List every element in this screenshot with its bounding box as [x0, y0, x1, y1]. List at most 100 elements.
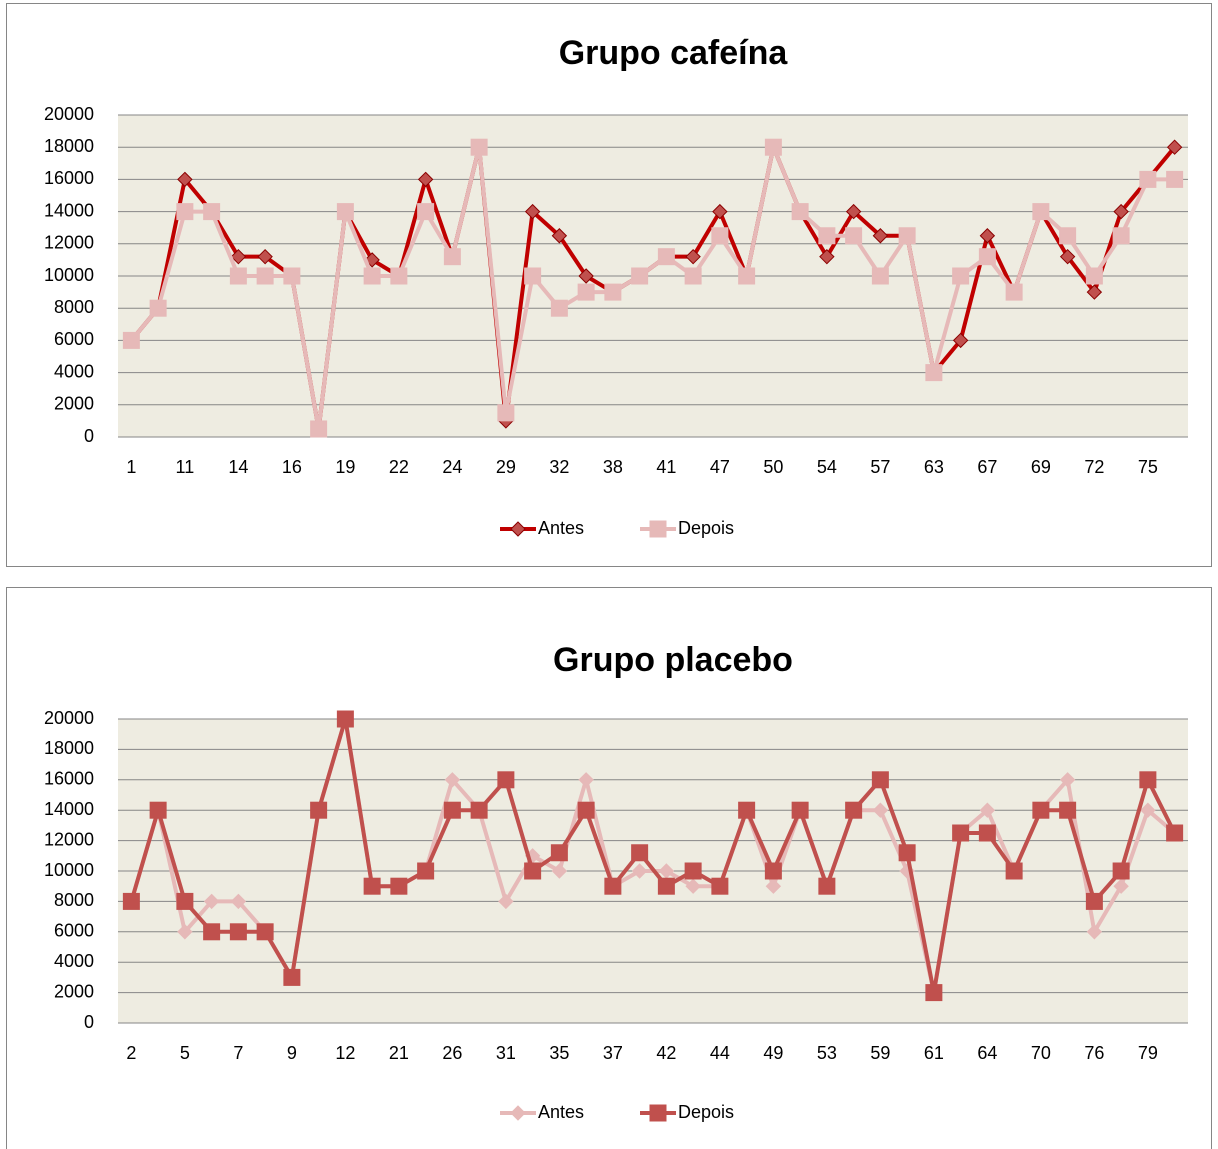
data-point — [283, 267, 301, 285]
y-tick-label: 10000 — [44, 265, 94, 285]
data-point — [872, 802, 889, 818]
data-point — [122, 331, 140, 349]
y-tick-label: 4000 — [54, 951, 94, 971]
data-point — [684, 862, 702, 880]
data-point — [149, 801, 167, 819]
data-point — [577, 283, 595, 301]
data-point — [845, 203, 862, 220]
data-point — [550, 844, 568, 862]
y-tick-label: 20000 — [44, 708, 94, 728]
data-point — [1113, 203, 1129, 220]
x-tick-label: 61 — [924, 1043, 944, 1063]
data-point — [738, 267, 756, 285]
data-point — [390, 267, 408, 285]
data-point — [764, 862, 782, 880]
data-point — [524, 203, 541, 220]
data-point — [1112, 862, 1130, 880]
x-tick-label: 12 — [335, 1043, 355, 1063]
data-point — [578, 268, 594, 284]
data-line — [129, 145, 1175, 431]
x-tick-label: 5 — [180, 1043, 190, 1063]
x-tick-label: 69 — [1031, 457, 1051, 477]
x-tick-label: 9 — [287, 1043, 297, 1063]
data-point — [1086, 284, 1103, 300]
data-point — [310, 801, 328, 819]
x-tick-label: 19 — [335, 457, 355, 477]
data-point — [498, 893, 514, 910]
data-point — [1059, 248, 1076, 265]
data-point — [229, 923, 247, 941]
data-point — [417, 171, 434, 188]
data-point — [1113, 878, 1129, 894]
x-tick-label: 49 — [763, 1043, 783, 1063]
data-point — [1032, 203, 1050, 221]
x-tick-label: 59 — [870, 1043, 890, 1063]
data-point — [1005, 283, 1023, 301]
data-point — [818, 227, 836, 245]
data-point — [925, 984, 943, 1002]
data-point — [952, 267, 970, 285]
x-tick-label: 53 — [817, 1043, 837, 1063]
y-tick-label: 12000 — [44, 233, 94, 253]
x-tick-label: 38 — [603, 457, 623, 477]
x-tick-label: 7 — [233, 1043, 243, 1063]
data-point — [685, 248, 701, 265]
y-tick-label: 0 — [84, 426, 94, 446]
data-point — [470, 138, 488, 156]
x-tick-label: 76 — [1084, 1043, 1104, 1063]
data-point — [336, 710, 354, 728]
data-point — [684, 267, 702, 285]
data-point — [336, 203, 354, 221]
data-point — [149, 299, 167, 317]
data-point — [203, 893, 220, 910]
y-tick-label: 8000 — [54, 297, 94, 317]
data-point — [791, 801, 809, 819]
y-tick-label: 16000 — [44, 769, 94, 789]
data-point — [1139, 170, 1157, 188]
data-point — [898, 227, 916, 245]
data-point — [952, 824, 970, 842]
data-point — [578, 772, 594, 788]
data-point — [657, 877, 675, 895]
x-tick-label: 64 — [977, 1043, 997, 1063]
data-point — [257, 248, 273, 265]
legend-marker — [649, 520, 667, 538]
data-point — [363, 267, 381, 285]
data-point — [203, 203, 221, 221]
data-point — [470, 801, 488, 819]
data-point — [443, 801, 461, 819]
x-tick-label: 22 — [389, 457, 409, 477]
x-tick-label: 41 — [656, 457, 676, 477]
data-point — [417, 862, 435, 880]
data-point — [551, 863, 568, 879]
data-point — [1166, 170, 1184, 188]
legend-label: Depois — [678, 1102, 734, 1122]
data-point — [711, 227, 729, 245]
data-point — [631, 844, 649, 862]
data-point — [871, 267, 889, 285]
legend-label: Antes — [538, 1102, 584, 1122]
x-tick-label: 79 — [1138, 1043, 1158, 1063]
data-point — [177, 924, 193, 940]
y-tick-label: 10000 — [44, 860, 94, 880]
data-point — [524, 267, 542, 285]
x-tick-label: 70 — [1031, 1043, 1051, 1063]
x-tick-label: 2 — [126, 1043, 136, 1063]
data-point — [1085, 267, 1103, 285]
data-point — [283, 968, 301, 986]
data-point — [390, 877, 408, 895]
data-point — [738, 801, 756, 819]
chart-title: Grupo placebo — [553, 641, 793, 679]
x-tick-label: 11 — [176, 457, 195, 477]
x-tick-label: 54 — [817, 457, 837, 477]
data-point — [551, 228, 568, 244]
y-tick-label: 20000 — [44, 104, 94, 124]
data-point — [122, 892, 140, 910]
y-tick-label: 6000 — [54, 329, 94, 349]
data-point — [229, 267, 247, 285]
data-point — [845, 227, 863, 245]
y-tick-label: 12000 — [44, 829, 94, 849]
data-point — [819, 248, 835, 265]
data-point — [550, 299, 568, 317]
data-point — [1059, 772, 1076, 788]
